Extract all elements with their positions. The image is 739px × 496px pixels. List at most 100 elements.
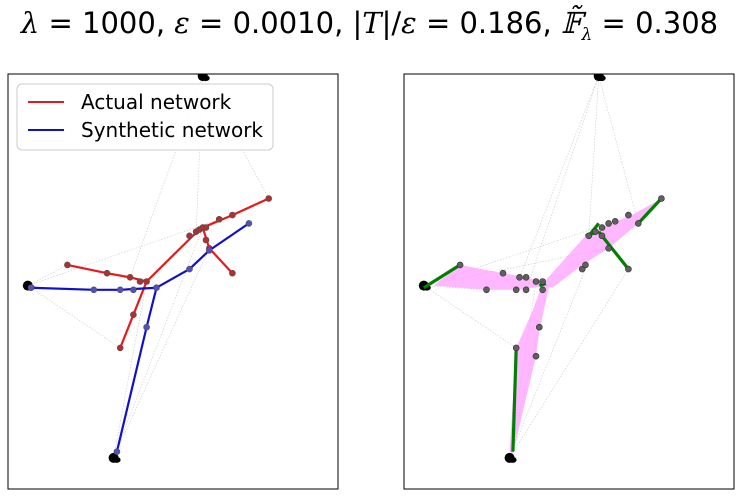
title-ratio-value: 0.186 xyxy=(459,6,543,40)
network-node xyxy=(582,261,589,269)
network-node xyxy=(483,286,490,294)
actual-network-node xyxy=(215,215,223,223)
synthetic-network-node xyxy=(206,247,213,254)
legend-box xyxy=(16,83,274,151)
background-edge xyxy=(27,285,121,349)
actual-network-node xyxy=(116,344,124,352)
background-edge xyxy=(519,75,599,278)
plot-content xyxy=(22,74,273,463)
synthetic-network-edge xyxy=(188,249,211,270)
actual-network-node xyxy=(202,236,210,244)
green-edge xyxy=(511,347,518,452)
right-panel xyxy=(403,73,735,490)
terminal-cluster xyxy=(201,75,210,82)
green-edge xyxy=(422,263,461,290)
terminal-cluster xyxy=(508,456,517,463)
synthetic-network-node xyxy=(113,448,121,455)
actual-network-edge xyxy=(145,235,194,283)
legend-actual-label: Actual network xyxy=(81,90,232,114)
plot-content xyxy=(418,74,665,463)
network-node xyxy=(592,228,599,235)
synthetic-network-edge xyxy=(145,287,158,328)
actual-network-edge xyxy=(119,314,135,349)
actual-network-node xyxy=(130,311,137,319)
synthetic-network-node xyxy=(116,286,124,294)
network-node xyxy=(516,274,523,281)
synthetic-network-node xyxy=(153,284,160,292)
synthetic-network-node xyxy=(130,286,137,294)
legend-synthetic-label: Synthetic network xyxy=(81,118,263,142)
actual-network-node xyxy=(186,232,193,240)
synthetic-network-edge xyxy=(31,286,94,291)
background-edge xyxy=(509,227,603,458)
background-edge xyxy=(27,264,68,286)
terminal-cluster xyxy=(112,456,121,463)
network-node xyxy=(598,232,606,240)
synthetic-network-edge xyxy=(115,326,148,452)
synthetic-network-edge xyxy=(120,286,157,291)
actual-network-edge xyxy=(231,197,270,217)
synthetic-network-node xyxy=(90,286,98,294)
synthetic-network-edge xyxy=(155,268,191,289)
network-node xyxy=(598,224,606,231)
synthetic-network-node xyxy=(27,284,35,292)
plot-frame xyxy=(7,73,339,490)
actual-network-node xyxy=(126,274,134,281)
background-edge xyxy=(113,248,210,458)
figure-title: λ = 1000, ε = 0.0010, |T|/ε = 0.186, 𝔽̃λ… xyxy=(20,6,719,45)
background-edge xyxy=(423,285,487,291)
background-edge xyxy=(27,218,220,286)
actual-network-node xyxy=(64,261,71,269)
title-lambda-value: 1000 xyxy=(82,6,156,40)
actual-network-node xyxy=(229,269,236,277)
network-node xyxy=(539,286,546,294)
actual-network-node xyxy=(229,211,236,219)
network-node xyxy=(532,352,540,360)
actual-network-node xyxy=(202,224,210,231)
legend: Actual network Synthetic network xyxy=(16,83,274,151)
overlay-region xyxy=(433,264,546,290)
network-node xyxy=(625,265,632,273)
network-node xyxy=(512,286,520,294)
plot-frame xyxy=(403,73,735,490)
network-node xyxy=(585,232,593,240)
title-F-value: 0.308 xyxy=(635,6,719,40)
background-edge xyxy=(588,76,599,236)
network-node xyxy=(499,269,507,277)
actual-network-node xyxy=(143,278,150,285)
terminal-cluster xyxy=(597,75,606,82)
background-edge xyxy=(598,75,639,224)
network-node xyxy=(658,195,665,202)
overlay-region xyxy=(542,198,662,288)
background-edge xyxy=(423,285,517,349)
network-node xyxy=(456,261,464,269)
synthetic-network-node xyxy=(143,323,150,331)
network-node xyxy=(539,278,546,285)
network-node xyxy=(522,274,530,281)
network-node xyxy=(634,220,642,227)
actual-network-edge xyxy=(132,281,148,316)
background-edge xyxy=(509,268,629,459)
green-edge xyxy=(637,197,663,225)
title-epsilon-value: 0.0010 xyxy=(232,6,335,40)
actual-network-edge xyxy=(106,272,131,279)
actual-network-edge xyxy=(208,247,234,274)
actual-network-node xyxy=(103,269,111,277)
network-node xyxy=(532,278,540,285)
synthetic-network-node xyxy=(245,220,253,227)
network-node xyxy=(625,211,632,219)
actual-network-edge xyxy=(67,263,108,275)
network-node xyxy=(605,245,612,252)
left-panel xyxy=(7,73,339,490)
actual-network-node xyxy=(136,278,144,285)
synthetic-network-node xyxy=(186,265,193,273)
network-node xyxy=(611,218,619,225)
network-node xyxy=(522,286,530,294)
synthetic-network-edge xyxy=(208,222,250,252)
actual-network-node xyxy=(265,195,273,202)
network-node xyxy=(512,344,520,352)
background-edge xyxy=(113,281,147,458)
background-edge xyxy=(113,227,203,458)
network-node xyxy=(605,220,612,227)
